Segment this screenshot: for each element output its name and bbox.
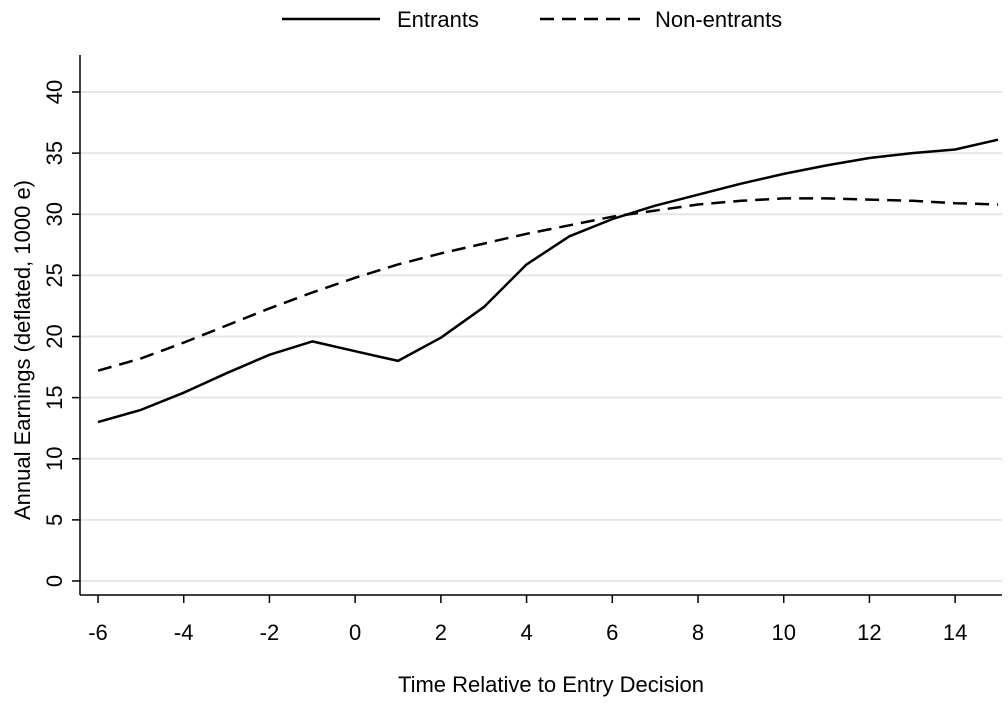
- y-tick-label-40: 40: [42, 80, 67, 104]
- gridlines: [80, 91, 1002, 582]
- series-line-entrants: [97, 138, 999, 424]
- legend-label-entrants: Entrants: [397, 7, 479, 32]
- y-tick-label-15: 15: [42, 385, 67, 409]
- y-tick-label-5: 5: [42, 514, 67, 526]
- y-tick-label-10: 10: [42, 447, 67, 471]
- legend-label-non-entrants: Non-entrants: [655, 7, 782, 32]
- legend: Entrants Non-entrants: [282, 7, 782, 32]
- x-tick-label-2: 2: [435, 620, 447, 645]
- y-tick-label-35: 35: [42, 141, 67, 165]
- y-tick-label-20: 20: [42, 324, 67, 348]
- y-axis-title: Annual Earnings (deflated, 1000 e): [10, 180, 35, 520]
- series-line-non-entrants: [97, 197, 999, 372]
- x-tick-label-6: 6: [606, 620, 618, 645]
- x-tick-label-12: 12: [857, 620, 881, 645]
- x-axis-title: Time Relative to Entry Decision: [398, 672, 704, 697]
- x-tick-label--2: -2: [260, 620, 280, 645]
- y-tick-label-0: 0: [42, 575, 67, 587]
- y-tick-label-30: 30: [42, 202, 67, 226]
- x-tick-label-8: 8: [692, 620, 704, 645]
- y-tick-label-25: 25: [42, 263, 67, 287]
- series-lines: [97, 138, 999, 424]
- x-tick-label-4: 4: [520, 620, 532, 645]
- axes: 0 5 10 15 20 25 30 35 40 -6 -4 -2 0 2 4 6 8 10 12 14: [42, 55, 1002, 645]
- x-tick-label--4: -4: [174, 620, 194, 645]
- x-tick-label-10: 10: [771, 620, 795, 645]
- x-tick-label-14: 14: [943, 620, 967, 645]
- x-tick-label-0: 0: [349, 620, 361, 645]
- x-tick-label--6: -6: [88, 620, 108, 645]
